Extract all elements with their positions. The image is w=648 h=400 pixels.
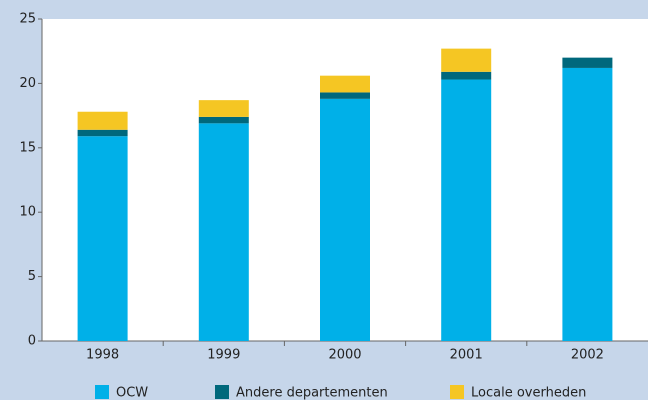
bar-segment	[320, 92, 370, 99]
bar-segment	[320, 98, 370, 341]
x-tick-label: 2000	[328, 348, 361, 363]
x-tick-label: 1998	[86, 348, 119, 363]
y-tick-label: 5	[28, 269, 36, 284]
y-tick-label: 10	[19, 205, 36, 220]
legend-swatch	[95, 385, 109, 399]
bar-segment	[441, 48, 492, 72]
legend-label: Locale overheden	[471, 386, 586, 400]
bar-segment	[77, 129, 128, 137]
bar-segment	[77, 111, 128, 130]
bar-segment	[441, 79, 492, 341]
bar-segment	[198, 116, 249, 124]
y-tick-label: 15	[19, 140, 36, 155]
bar-segment	[562, 57, 613, 68]
legend-label: Andere departementen	[236, 386, 388, 400]
bar-segment	[320, 75, 370, 93]
bar-segment	[77, 136, 128, 341]
y-tick-label: 20	[19, 76, 36, 91]
y-tick-label: 25	[19, 12, 36, 27]
bar-segment	[198, 100, 249, 117]
legend-swatch	[450, 385, 464, 399]
legend-label: OCW	[116, 386, 148, 400]
x-tick-label: 1999	[207, 348, 240, 363]
y-tick-label: 0	[28, 334, 36, 349]
x-tick-label: 2002	[571, 348, 604, 363]
bar-segment	[562, 67, 613, 341]
bar-segment	[198, 123, 249, 341]
legend-swatch	[215, 385, 229, 399]
x-tick-label: 2001	[450, 348, 483, 363]
bar-segment	[441, 71, 492, 80]
